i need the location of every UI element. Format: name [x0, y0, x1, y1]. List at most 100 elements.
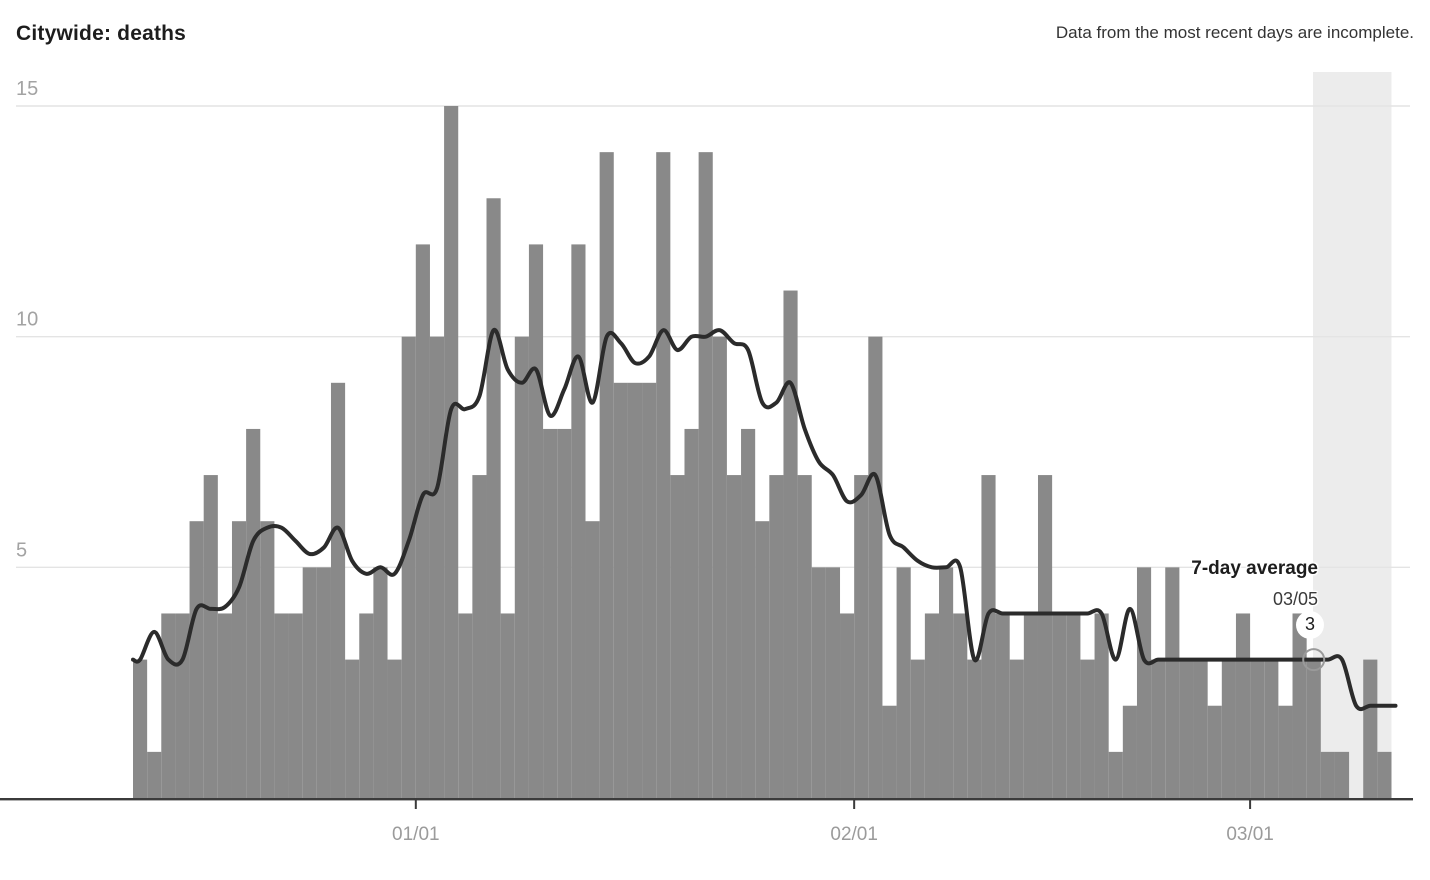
bar: [698, 152, 713, 798]
bar: [656, 152, 671, 798]
bar: [1066, 613, 1081, 798]
bar: [995, 613, 1010, 798]
bar: [1250, 659, 1265, 798]
x-axis-tick: [1249, 798, 1252, 809]
bar: [274, 613, 289, 798]
bar: [1179, 659, 1194, 798]
incomplete-data-band: [1313, 72, 1392, 798]
bar: [585, 521, 600, 798]
bar: [175, 613, 190, 798]
tooltip-value-halo: [1296, 611, 1324, 639]
bar: [882, 705, 897, 798]
bar: [1151, 659, 1166, 798]
bar: [1207, 705, 1222, 798]
bar: [868, 336, 883, 798]
bar: [203, 475, 218, 798]
bar: [726, 475, 742, 798]
bar: [514, 336, 529, 798]
bar: [642, 382, 657, 798]
bar: [1080, 659, 1095, 798]
bar: [1136, 567, 1152, 799]
bar: [387, 659, 402, 798]
bar: [345, 659, 360, 798]
bar: [627, 382, 643, 798]
y-axis-label-15: 15: [16, 78, 38, 100]
bar: [1108, 751, 1123, 798]
bar: [670, 475, 685, 798]
bar: [217, 613, 232, 798]
bar: [755, 521, 770, 798]
bar: [1320, 751, 1335, 798]
bar: [613, 382, 628, 798]
bar: [769, 475, 784, 798]
bar: [797, 475, 812, 798]
bar: [161, 613, 176, 798]
bar: [981, 475, 996, 798]
bar: [401, 336, 416, 798]
bar: [231, 521, 247, 798]
bar: [543, 428, 558, 798]
x-axis-line: [0, 798, 1413, 801]
bar: [967, 659, 982, 798]
bar: [472, 475, 487, 798]
bar: [953, 613, 968, 798]
bar: [1221, 659, 1236, 798]
bar: [330, 382, 346, 798]
bar: [684, 428, 699, 798]
bar: [444, 106, 459, 798]
bar: [458, 613, 473, 798]
bar: [557, 428, 572, 798]
bar: [854, 475, 869, 798]
bar: [1193, 659, 1208, 798]
bar: [147, 751, 162, 798]
y-axis-label-5: 5: [16, 539, 27, 561]
bar: [939, 567, 954, 799]
bar: [486, 198, 501, 798]
bar: [1292, 613, 1307, 798]
bar: [1094, 613, 1109, 798]
avg-line-label: 7-day average: [1191, 558, 1318, 579]
x-axis-tick: [414, 798, 417, 809]
bar: [1363, 659, 1378, 798]
bar: [1165, 567, 1180, 799]
bar: [924, 613, 940, 798]
bar: [528, 244, 544, 798]
bar: [783, 290, 798, 798]
incomplete-data-note: Data from the most recent days are incom…: [1055, 23, 1414, 42]
seven-day-average-line: [131, 328, 1398, 712]
bar: [1306, 659, 1321, 798]
bar: [429, 336, 445, 798]
bar: [571, 244, 586, 798]
bar: [840, 613, 855, 798]
bar: [1023, 613, 1038, 798]
x-axis-label-03/01: 03/01: [1226, 824, 1274, 845]
bar: [825, 567, 841, 799]
bar: [359, 613, 374, 798]
bar: [741, 428, 756, 798]
bar: [133, 659, 148, 798]
bar: [1264, 659, 1279, 798]
bar: [1009, 659, 1024, 798]
bar: [302, 567, 317, 799]
bar: [1278, 705, 1293, 798]
x-axis-label-01/01: 01/01: [392, 824, 440, 845]
bar: [1122, 705, 1137, 798]
selected-point-marker: [1302, 648, 1326, 672]
bar: [1235, 613, 1251, 798]
bar: [415, 244, 430, 798]
bar: [260, 521, 275, 798]
bar: [1052, 613, 1067, 798]
bar: [1037, 475, 1053, 798]
bar: [712, 336, 727, 798]
tooltip-value: 3: [1304, 614, 1315, 634]
bar: [896, 567, 911, 799]
bar: [599, 152, 614, 798]
bar: [373, 567, 388, 799]
x-axis-label-02/01: 02/01: [830, 824, 878, 845]
x-axis-tick: [853, 798, 856, 809]
chart-title: Citywide: deaths: [16, 22, 187, 45]
bar: [1377, 751, 1392, 798]
bar: [500, 613, 515, 798]
